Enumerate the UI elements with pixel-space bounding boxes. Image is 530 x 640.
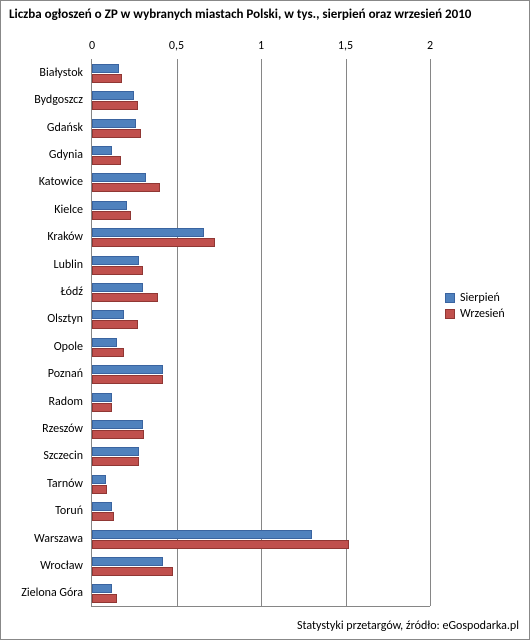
bar-wrzesień xyxy=(92,293,158,302)
category-label: Łódź xyxy=(60,285,83,299)
category-label: Gdańsk xyxy=(47,121,83,135)
bar-wrzesień xyxy=(92,457,139,466)
category-labels: Białystok Bydgoszcz Gdańsk Gdynia Katowice Ki… xyxy=(9,59,87,607)
legend-swatch-icon xyxy=(445,309,455,319)
category-label: Zielona Góra xyxy=(21,586,83,600)
bar-wrzesień xyxy=(92,320,138,329)
bar-wrzesień xyxy=(92,348,124,357)
bar-wrzesień xyxy=(92,403,112,412)
bar-sierpień xyxy=(92,475,106,484)
category-label: Bydgoszcz xyxy=(34,93,83,107)
bar-wrzesień xyxy=(92,156,121,165)
bar-wrzesień xyxy=(92,129,141,138)
legend-item-wrzesien: Wrzesień xyxy=(445,307,521,321)
bar-wrzesień xyxy=(92,238,215,247)
bar-wrzesień xyxy=(92,211,131,220)
category-label: Kielce xyxy=(54,203,83,217)
bar-sierpień xyxy=(92,283,143,292)
bar-sierpień xyxy=(92,584,112,593)
x-tick-label: 2 xyxy=(427,39,433,53)
category-label: Poznań xyxy=(48,367,83,381)
bar-wrzesień xyxy=(92,375,163,384)
legend: Sierpień Wrzesień xyxy=(445,289,521,323)
category-label: Katowice xyxy=(39,175,83,189)
category-label: Tarnów xyxy=(47,477,83,491)
bar-sierpień xyxy=(92,173,146,182)
bar-sierpień xyxy=(92,338,117,347)
x-tick-label: 0,5 xyxy=(169,39,184,53)
category-label: Warszawa xyxy=(34,532,83,546)
bar-sierpień xyxy=(92,502,112,511)
category-label: Radom xyxy=(49,395,83,409)
bar-wrzesień xyxy=(92,594,117,603)
bar-sierpień xyxy=(92,365,163,374)
category-label: Kraków xyxy=(47,230,83,244)
bar-wrzesień xyxy=(92,540,349,549)
legend-item-sierpien: Sierpień xyxy=(445,291,521,305)
x-tick-label: 0 xyxy=(89,39,95,53)
legend-label: Wrzesień xyxy=(460,307,505,321)
bar-wrzesień xyxy=(92,101,138,110)
bar-sierpień xyxy=(92,393,112,402)
category-label: Gdynia xyxy=(49,148,83,162)
bar-sierpień xyxy=(92,420,143,429)
bar-wrzesień xyxy=(92,567,173,576)
gridline xyxy=(261,59,262,606)
bar-sierpień xyxy=(92,228,204,237)
bar-wrzesień xyxy=(92,266,143,275)
bar-sierpień xyxy=(92,447,139,456)
legend-label: Sierpień xyxy=(460,291,500,305)
x-tick-label: 1 xyxy=(258,39,264,53)
bar-sierpień xyxy=(92,530,312,539)
bar-sierpień xyxy=(92,201,127,210)
bar-sierpień xyxy=(92,119,136,128)
category-label: Toruń xyxy=(55,504,83,518)
chart-area: 00,511,52 BiałystokBydgoszczGdańskGdynia… xyxy=(9,29,521,611)
bar-sierpień xyxy=(92,64,119,73)
bar-sierpień xyxy=(92,557,163,566)
plot-area: 00,511,52 xyxy=(91,59,430,607)
bar-wrzesień xyxy=(92,485,107,494)
category-label: Lublin xyxy=(54,258,83,272)
category-label: Opole xyxy=(54,340,83,354)
gridline xyxy=(430,59,431,606)
category-label: Białystok xyxy=(39,66,83,80)
x-tick-label: 1,5 xyxy=(338,39,353,53)
gridline xyxy=(346,59,347,606)
bar-wrzesień xyxy=(92,512,114,521)
chart-frame: Liczba ogłoszeń o ZP w wybranych miastac… xyxy=(0,0,530,640)
bar-sierpień xyxy=(92,256,139,265)
chart-title: Liczba ogłoszeń o ZP w wybranych miastac… xyxy=(1,1,529,26)
gridline xyxy=(177,59,178,606)
bar-wrzesień xyxy=(92,430,144,439)
legend-swatch-icon xyxy=(445,293,455,303)
chart-footer: Statystyki przetargów, źródło: eGospodar… xyxy=(297,619,519,633)
category-label: Szczecin xyxy=(43,449,83,463)
bar-sierpień xyxy=(92,91,134,100)
category-label: Rzeszów xyxy=(42,422,83,436)
category-label: Wrocław xyxy=(40,559,83,573)
bar-wrzesień xyxy=(92,183,160,192)
bar-wrzesień xyxy=(92,74,122,83)
bar-sierpień xyxy=(92,310,124,319)
bar-sierpień xyxy=(92,146,112,155)
category-label: Olsztyn xyxy=(47,312,83,326)
